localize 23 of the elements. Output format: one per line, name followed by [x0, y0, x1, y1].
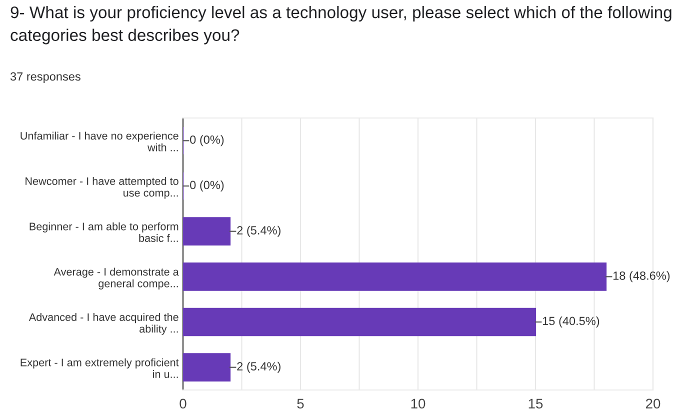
y-tick-label: Beginner - I am able to perform basic f... [30, 222, 178, 242]
x-tick-label: 5 [297, 398, 304, 409]
x-tick-label: 15 [528, 398, 543, 409]
data-label: 15 (40.5%) [542, 316, 600, 328]
y-tick-label: Expert - I am extremely proficient in u... [20, 358, 179, 378]
text: 37 responses [10, 72, 80, 84]
y-tick-label: Average - I demonstrate a general compe... [54, 268, 179, 290]
y-tick-label: Advanced - I have acquired the ability ... [28, 313, 178, 335]
bar [183, 217, 231, 246]
x-tick-label: 20 [646, 398, 660, 409]
data-label: 2 (5.4%) [237, 362, 280, 373]
data-label: 0 (0%) [190, 180, 224, 192]
data-label: 2 (5.4%) [237, 226, 280, 237]
bar [183, 262, 607, 291]
data-label: 0 (0%) [190, 135, 224, 146]
bar [183, 353, 231, 382]
bar [183, 308, 536, 336]
x-tick-label: 10 [411, 398, 426, 409]
chart-title: 9- What is your proficiency level as a technology user, please select which of the following categories best describes you? [10, 6, 672, 44]
y-tick-label: Unfamiliar - I have no experience with ... [20, 132, 178, 152]
x-tick-label: 0 [180, 398, 186, 409]
y-tick-label: Newcomer - I have attempted to use comp... [26, 177, 178, 199]
data-label: 18 (48.6%) [613, 271, 670, 282]
